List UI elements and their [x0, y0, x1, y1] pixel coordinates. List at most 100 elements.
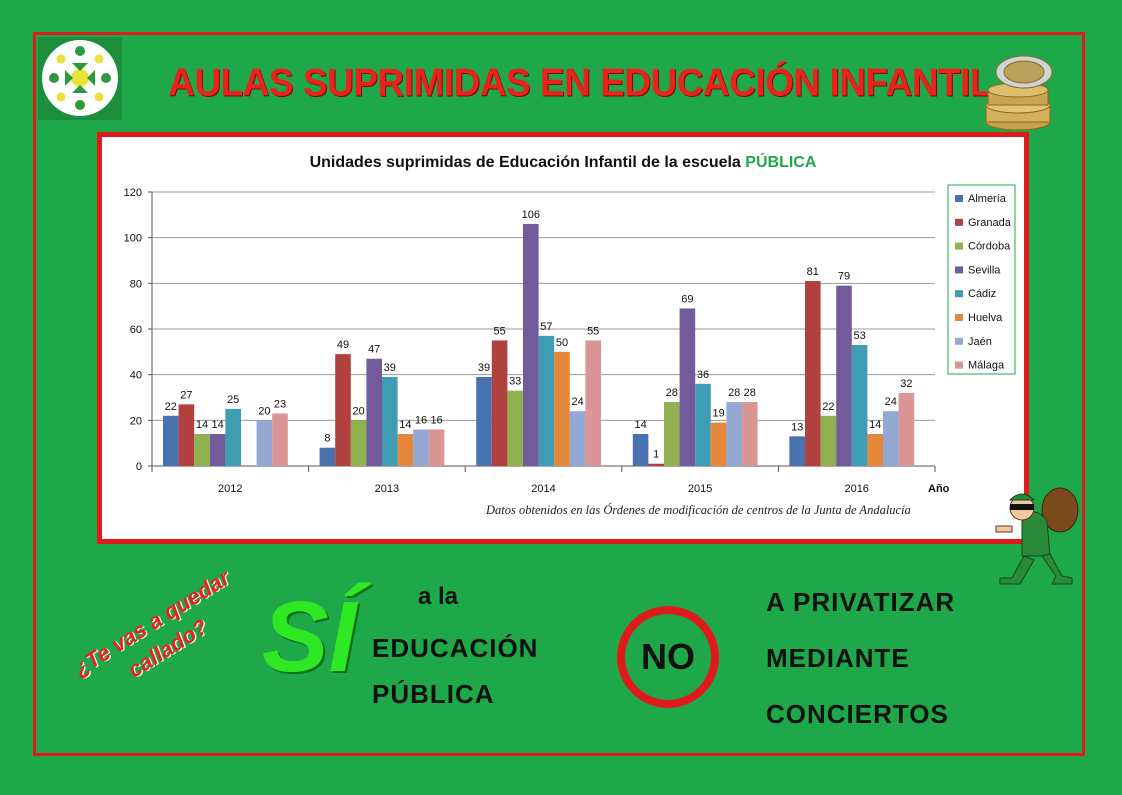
bar-Huelva-2016	[867, 434, 883, 466]
legend-label: Huelva	[968, 312, 1003, 324]
y-tick-label: 40	[130, 370, 142, 382]
x-tick-label: 2014	[531, 483, 555, 495]
data-label: 28	[728, 387, 740, 399]
bar-Huelva-2015	[710, 422, 727, 466]
data-label: 28	[666, 387, 678, 399]
bar-Huelva-2013	[397, 434, 414, 466]
data-label: 1	[653, 449, 659, 461]
bar-Jaén-2013	[413, 429, 429, 466]
data-label: 14	[196, 419, 208, 431]
data-label: 33	[509, 376, 521, 388]
bar-Jaén-2014	[569, 411, 586, 466]
data-label: 14	[634, 419, 646, 431]
data-label: 32	[900, 378, 912, 390]
data-label: 27	[180, 389, 192, 401]
legend-label: Jaén	[968, 336, 992, 348]
data-label: 79	[838, 271, 850, 283]
bar-Jaén-2012	[256, 420, 273, 466]
legend-label: Granada	[968, 217, 1012, 229]
legend-label: Málaga	[968, 360, 1005, 372]
bar-Huelva-2014	[554, 351, 570, 466]
y-tick-label: 100	[124, 233, 142, 245]
data-label: 39	[384, 362, 396, 374]
bar-Córdoba-2015	[664, 402, 680, 466]
data-label: 16	[430, 414, 442, 426]
bar-Sevilla-2013	[366, 358, 382, 466]
x-tick-label: 2013	[375, 483, 399, 495]
legend-swatch-Cádiz	[955, 290, 963, 298]
data-label: 106	[522, 209, 540, 221]
data-label: 19	[712, 408, 724, 420]
bar-Sevilla-2012	[209, 434, 226, 466]
data-label: 47	[368, 344, 380, 356]
data-label: 55	[493, 325, 505, 337]
bar-Cádiz-2012	[225, 408, 241, 466]
a-la-text: a la	[418, 583, 459, 610]
data-label: 28	[744, 387, 756, 399]
coins-stack-image	[978, 50, 1058, 132]
bar-Córdoba-2012	[194, 434, 210, 466]
chart-panel: Unidades suprimidas de Educación Infanti…	[97, 132, 1029, 544]
privatizar-line-1: A PRIVATIZAR	[766, 587, 956, 617]
publica-line: PÚBLICA	[372, 679, 495, 709]
data-label: 69	[681, 293, 693, 305]
data-label: 24	[571, 396, 583, 408]
si-text: SÍ	[262, 581, 357, 693]
bar-Málaga-2016	[898, 392, 915, 466]
data-label: 8	[324, 433, 330, 445]
data-label: 22	[822, 401, 834, 413]
bar-Granada-2015	[648, 463, 664, 466]
bar-Málaga-2013	[428, 429, 445, 466]
x-tick-label: 2015	[688, 483, 712, 495]
bar-Córdoba-2016	[820, 415, 837, 466]
bar-Granada-2016	[805, 281, 821, 466]
x-tick-label: 2012	[218, 483, 242, 495]
bar-Málaga-2015	[742, 402, 758, 466]
bar-Cádiz-2016	[851, 344, 868, 466]
data-label: 57	[540, 321, 552, 333]
outer-frame	[33, 32, 1085, 756]
bar-Granada-2014	[491, 340, 508, 466]
bar-Almería-2014	[476, 376, 492, 466]
legend-label: Sevilla	[968, 264, 1001, 276]
association-logo	[38, 37, 122, 120]
bar-Almería-2016	[789, 436, 805, 466]
y-tick-label: 20	[130, 415, 142, 427]
data-label: 14	[211, 419, 223, 431]
bar-Córdoba-2014	[507, 390, 523, 466]
chart-source-note: Datos obtenidos en las Órdenes de modifi…	[486, 503, 911, 517]
legend-swatch-Málaga	[955, 361, 963, 369]
y-tick-label: 120	[124, 187, 142, 199]
privatizar-text: A PRIVATIZAR MEDIANTE CONCIERTOS	[766, 574, 955, 742]
data-label: 14	[399, 419, 411, 431]
legend-swatch-Granada	[955, 218, 963, 226]
bar-Málaga-2012	[272, 413, 288, 466]
no-circle-badge: NO	[617, 606, 719, 708]
page-title: AULAS SUPRIMIDAS EN EDUCACIÓN INFANTIL	[168, 60, 992, 104]
bar-Sevilla-2015	[679, 308, 696, 466]
bar-Cádiz-2015	[695, 383, 711, 466]
legend-swatch-Huelva	[955, 314, 963, 321]
data-label: 50	[556, 337, 568, 349]
legend-swatch-Almería	[955, 195, 963, 202]
bar-Almería-2015	[632, 434, 649, 466]
x-axis-label: Año	[928, 483, 950, 495]
privatizar-line-2: MEDIANTE	[766, 643, 910, 673]
privatizar-line-3: CONCIERTOS	[766, 699, 949, 729]
bar-Málaga-2014	[585, 340, 601, 466]
legend-swatch-Jaén	[955, 337, 963, 345]
bar-Granada-2013	[335, 354, 351, 466]
data-label: 49	[337, 339, 349, 351]
legend-swatch-Sevilla	[955, 266, 963, 274]
legend-swatch-Córdoba	[955, 242, 963, 250]
y-tick-label: 80	[130, 278, 142, 290]
educacion-publica-text: EDUCACIÓN PÚBLICA	[372, 625, 538, 717]
data-label: 25	[227, 394, 239, 406]
chart-title: Unidades suprimidas de Educación Infanti…	[102, 154, 1024, 172]
bar-Almería-2012	[163, 415, 179, 466]
educacion-line: EDUCACIÓN	[372, 633, 539, 663]
data-label: 36	[697, 369, 709, 381]
chart-title-text: Unidades suprimidas de Educación Infanti…	[309, 154, 746, 171]
chart-title-highlight: PÚBLICA	[745, 154, 817, 171]
